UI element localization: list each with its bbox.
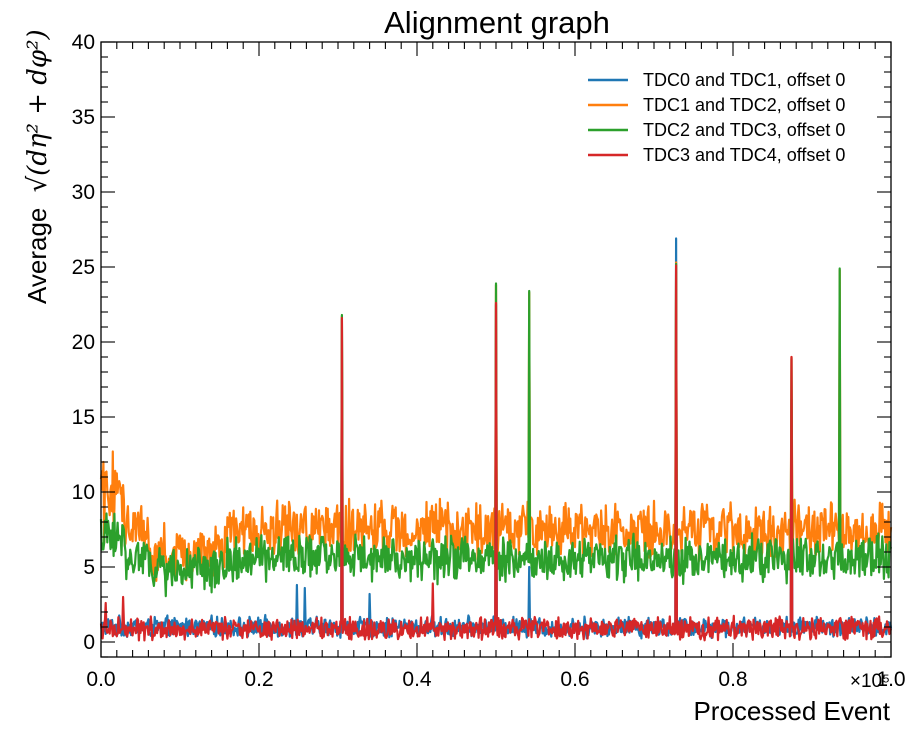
x-tick-label: 0.4: [402, 668, 432, 691]
plot-lines: [99, 237, 893, 642]
y-tick-label: 40: [72, 31, 95, 54]
y-tick-label: 15: [72, 406, 95, 429]
y-tick-label: 30: [72, 181, 95, 204]
y-tick-label: 5: [83, 556, 95, 579]
legend-label: TDC1 and TDC2, offset 0: [643, 95, 845, 115]
x-tick-label: 0.8: [718, 668, 747, 691]
y-axis-title-math: √(dη² + dφ²): [23, 29, 53, 192]
legend-label: TDC3 and TDC4, offset 0: [643, 145, 845, 165]
x-tick-label: 0.2: [244, 668, 273, 691]
y-tick-labels: 0 5 10 15 20 25 30 35 40: [72, 31, 95, 654]
y-tick-label: 20: [72, 331, 95, 354]
svg-text:Average √(dη² + dφ²): Average √(dη² + dφ²): [22, 29, 53, 304]
x-tick-labels: 0.0 0.2 0.4 0.6 0.8 1.0: [86, 668, 905, 691]
x-axis-title: Processed Event: [693, 696, 890, 726]
y-tick-label: 25: [72, 256, 95, 279]
series-line-2: [99, 262, 893, 598]
legend: TDC0 and TDC1, offset 0 TDC1 and TDC2, of…: [588, 70, 845, 165]
x-tick-label: 0.0: [86, 668, 115, 691]
legend-label: TDC2 and TDC3, offset 0: [643, 120, 845, 140]
y-axis-title: Average √(dη² + dφ²): [22, 29, 53, 304]
x-tick-label: 0.6: [560, 668, 589, 691]
y-tick-label: 10: [72, 481, 95, 504]
y-axis-title-prefix: Average: [22, 208, 52, 304]
x-tick-label: 1.0: [876, 668, 905, 691]
chart-title: Alignment graph: [384, 5, 610, 40]
legend-label: TDC0 and TDC1, offset 0: [643, 70, 845, 90]
series-line-3: [99, 264, 893, 642]
y-tick-label: 35: [72, 106, 95, 129]
x-axis-multiplier: ×10⁵: [850, 671, 890, 692]
axis-ticks: [100, 41, 892, 658]
y-tick-label: 0: [83, 631, 95, 654]
